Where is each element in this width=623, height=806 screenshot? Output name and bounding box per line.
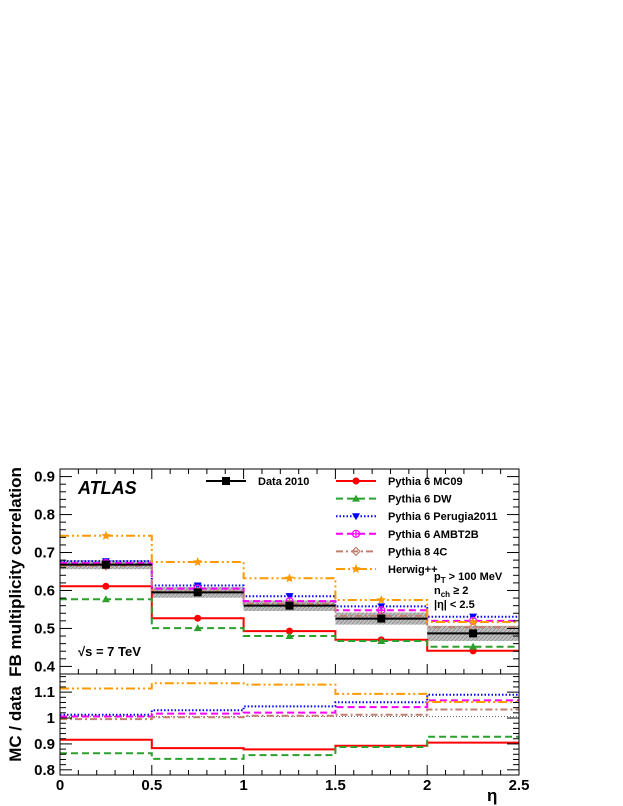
data-point — [101, 560, 110, 569]
nch-symbol: n — [434, 585, 441, 597]
legend-entry: Pythia 8 4C — [336, 546, 447, 558]
series-point — [469, 642, 478, 650]
pt-symbol: p — [434, 571, 441, 583]
cuts-annotation: pT > 100 MeV nch ≥ 2 |η| < 2.5 — [434, 571, 503, 611]
legend-label: Pythia 8 4C — [388, 546, 447, 558]
legend-marker — [352, 477, 360, 485]
legend-marker — [352, 513, 360, 521]
legend-marker — [222, 477, 230, 485]
y-tick-label: 0.9 — [34, 736, 55, 753]
ratio-pythia-8-4c — [60, 708, 519, 721]
series-pythia-6-dw — [60, 595, 519, 650]
legend-entry: Data 2010 — [206, 476, 309, 488]
legend-marker — [352, 494, 360, 502]
legend-entry: Pythia 6 AMBT2B — [336, 529, 479, 541]
nch-rest: ≥ 2 — [450, 585, 468, 597]
y-tick-label: 0.8 — [34, 762, 55, 779]
legend-label: Herwig++ — [388, 564, 438, 576]
series-point — [285, 593, 294, 601]
legend-label: Pythia 6 MC09 — [388, 476, 463, 488]
legend-entry: Pythia 6 Perugia2011 — [336, 511, 497, 523]
x-axis-label: η — [487, 786, 497, 805]
series-point — [101, 595, 110, 603]
ratio-herwig- — [60, 682, 519, 703]
data-points — [60, 560, 519, 638]
legend-label: Pythia 6 DW — [388, 494, 452, 506]
y-tick-label: 0.8 — [34, 507, 55, 524]
pt-subscript: T — [441, 576, 446, 585]
series-point — [192, 557, 203, 567]
y-tick-label: 1.1 — [34, 684, 55, 701]
main-x-ticks — [59, 469, 520, 674]
ratio-y-axis: 0.8 0.9 1 1.1 — [34, 676, 519, 779]
x-tick-label: 2.5 — [509, 777, 530, 794]
series-point — [377, 636, 386, 644]
legend: Data 2010 Pythia 6 MC09 Pythia 6 DW Pythia … — [206, 476, 497, 576]
ratio-pythia-6-ambt2b — [60, 699, 519, 718]
legend-label: Pythia 6 Perugia2011 — [388, 511, 497, 523]
series-point — [285, 632, 294, 640]
legend-marker — [351, 564, 361, 574]
data-point — [285, 601, 294, 610]
pt-rest: > 100 MeV — [446, 571, 503, 583]
eta-cut: |η| < 2.5 — [434, 599, 475, 611]
series-point — [101, 530, 111, 540]
y-tick-label: 1 — [47, 710, 55, 727]
legend-marker — [351, 529, 361, 538]
legend-marker — [351, 546, 361, 557]
series-point — [284, 573, 295, 583]
main-panel: 0.4 0.5 0.6 0.7 0.8 0.9 ATLAS √s = 7 TeV pT >… — [6, 467, 520, 677]
nch-cut: nch ≥ 2 — [434, 585, 468, 599]
data-point — [377, 614, 386, 623]
x-tick-label: 0.5 — [141, 777, 162, 794]
ratio-plot-frame — [59, 673, 520, 776]
series-point — [102, 582, 110, 590]
series-point — [193, 624, 202, 632]
series-point — [286, 627, 293, 635]
ratio-series-group — [60, 682, 519, 760]
y-tick-label: 0.4 — [34, 658, 56, 675]
x-tick-label: 2 — [423, 777, 431, 794]
x-tick-label: 1 — [239, 777, 247, 794]
legend-label: Data 2010 — [258, 476, 309, 488]
x-tick-label: 0 — [56, 777, 64, 794]
main-y-axis-label: FB multiplicity correlation — [6, 467, 25, 677]
energy-label: √s = 7 TeV — [78, 644, 141, 659]
x-tick-label: 1.5 — [325, 777, 346, 794]
legend-entry: Pythia 6 DW — [336, 494, 452, 506]
nch-subscript: ch — [441, 590, 450, 599]
legend-entry: Pythia 6 MC09 — [336, 476, 463, 488]
y-tick-label: 0.5 — [34, 620, 55, 637]
main-y-axis: 0.4 0.5 0.6 0.7 0.8 0.9 — [34, 468, 519, 675]
data-point — [469, 629, 478, 638]
ratio-pythia-6-dw — [60, 735, 519, 760]
y-tick-label: 0.7 — [34, 545, 55, 562]
main-series-group — [60, 530, 519, 655]
series-herwig- — [60, 530, 519, 627]
series-point — [194, 614, 202, 622]
data-point — [193, 588, 202, 597]
series-point — [376, 594, 387, 605]
y-tick-label: 0.9 — [34, 469, 55, 486]
pt-cut: pT > 100 MeV — [434, 571, 503, 585]
x-axis: 0 0.5 1 1.5 2 2.5 — [56, 765, 530, 794]
legend-label: Pythia 6 AMBT2B — [388, 529, 479, 541]
ratio-y-axis-label: MC / data — [6, 686, 25, 762]
y-tick-label: 0.6 — [34, 582, 55, 599]
series-point — [468, 616, 478, 627]
legend-entry: Herwig++ — [336, 564, 438, 576]
ratio-pythia-6-mc09 — [60, 738, 519, 751]
experiment-label: ATLAS — [77, 478, 137, 498]
ratio-panel: 0.8 0.9 1 1.1 0 0.5 1 1.5 2 2.5 MC / data η — [6, 673, 530, 805]
